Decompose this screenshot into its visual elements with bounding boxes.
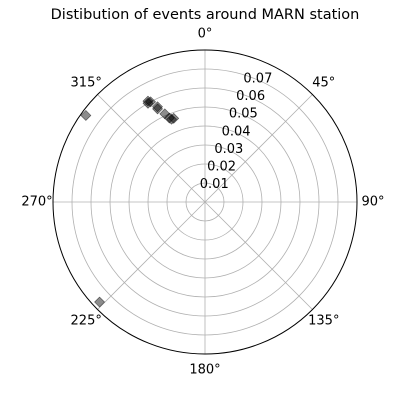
theta-tick-label: 90° — [361, 195, 384, 210]
r-tick-label: 0.04 — [222, 124, 251, 139]
polar-grid — [53, 50, 357, 354]
r-tick-label: 0.03 — [214, 142, 243, 157]
r-tick-label: 0.01 — [200, 177, 229, 192]
theta-tick-label: 225° — [71, 313, 102, 328]
r-tick-label: 0.02 — [207, 159, 236, 174]
r-tick-label: 0.07 — [243, 72, 272, 87]
theta-tick-label: 45° — [312, 76, 335, 91]
chart-title: Distibution of events around MARN statio… — [51, 7, 360, 23]
theta-tick-label: 0° — [198, 27, 213, 42]
theta-grid-line — [98, 202, 205, 309]
r-tick-label: 0.06 — [236, 89, 265, 104]
theta-tick-label: 135° — [308, 313, 339, 328]
theta-tick-label: 270° — [21, 195, 52, 210]
theta-grid-line — [205, 202, 312, 309]
data-point — [95, 297, 105, 307]
theta-grid-line — [98, 95, 205, 202]
theta-tick-label: 180° — [189, 363, 220, 378]
theta-tick-label: 315° — [71, 76, 102, 91]
r-tick-label: 0.05 — [229, 107, 258, 122]
data-points — [81, 96, 179, 307]
